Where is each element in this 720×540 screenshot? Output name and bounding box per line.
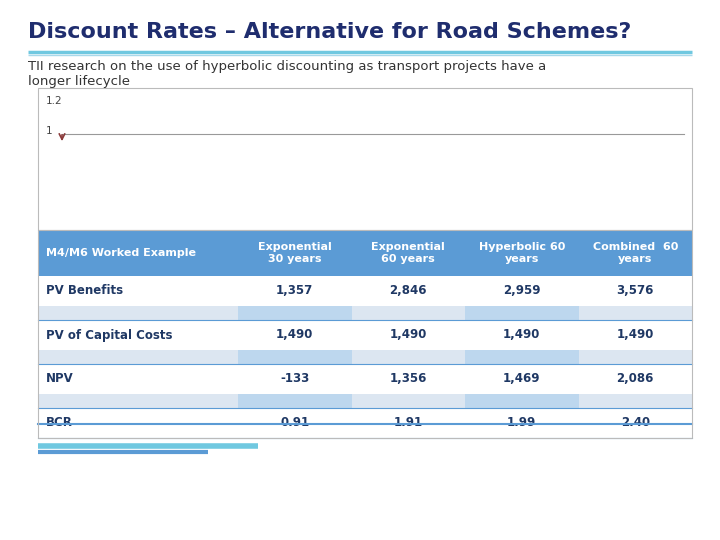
Text: Exponential
60 years: Exponential 60 years xyxy=(372,242,445,264)
Text: 1,490: 1,490 xyxy=(390,328,427,341)
Text: 1,490: 1,490 xyxy=(616,328,654,341)
Text: 1,469: 1,469 xyxy=(503,373,541,386)
Bar xyxy=(38,276,692,306)
Text: BCR: BCR xyxy=(46,416,73,429)
Bar xyxy=(38,88,692,230)
Bar xyxy=(465,306,578,320)
Text: PV of Capital Costs: PV of Capital Costs xyxy=(46,328,173,341)
Text: 2,846: 2,846 xyxy=(390,285,427,298)
Text: 1.2: 1.2 xyxy=(46,96,63,106)
Text: 1,357: 1,357 xyxy=(276,285,313,298)
Text: TII research on the use of hyperbolic discounting as transport projects have a: TII research on the use of hyperbolic di… xyxy=(28,60,546,73)
Bar xyxy=(38,408,692,438)
Text: 2.40: 2.40 xyxy=(621,416,650,429)
Text: 2,959: 2,959 xyxy=(503,285,541,298)
Text: 1: 1 xyxy=(46,126,53,136)
Text: -133: -133 xyxy=(280,373,310,386)
Bar xyxy=(238,350,351,364)
Text: Combined  60
years: Combined 60 years xyxy=(593,242,678,264)
Bar xyxy=(238,394,351,408)
Text: Exponential
30 years: Exponential 30 years xyxy=(258,242,332,264)
Bar xyxy=(238,306,351,320)
Bar xyxy=(38,306,692,320)
Bar xyxy=(38,394,692,408)
Bar xyxy=(465,350,578,364)
Text: NPV: NPV xyxy=(46,373,73,386)
Bar xyxy=(465,394,578,408)
Text: 1.91: 1.91 xyxy=(394,416,423,429)
Bar xyxy=(38,230,692,438)
Text: 2,086: 2,086 xyxy=(616,373,654,386)
Bar xyxy=(38,364,692,394)
Text: longer lifecycle: longer lifecycle xyxy=(28,75,130,88)
Bar xyxy=(38,350,692,364)
Text: M4/M6 Worked Example: M4/M6 Worked Example xyxy=(46,248,196,258)
Text: 1,356: 1,356 xyxy=(390,373,427,386)
Text: 1,490: 1,490 xyxy=(276,328,313,341)
Text: Hyperbolic 60
years: Hyperbolic 60 years xyxy=(479,242,565,264)
Text: 3,576: 3,576 xyxy=(616,285,654,298)
Text: 1,490: 1,490 xyxy=(503,328,541,341)
Text: 0.91: 0.91 xyxy=(280,416,310,429)
Bar xyxy=(38,320,692,350)
Text: 1.99: 1.99 xyxy=(507,416,536,429)
Bar xyxy=(38,230,692,276)
Text: Discount Rates – Alternative for Road Schemes?: Discount Rates – Alternative for Road Sc… xyxy=(28,22,631,42)
Text: PV Benefits: PV Benefits xyxy=(46,285,123,298)
